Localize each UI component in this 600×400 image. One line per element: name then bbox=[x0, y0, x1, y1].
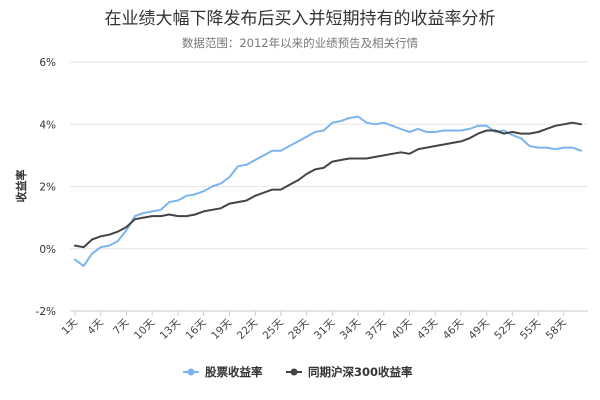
x-tick-label: 13天 bbox=[158, 316, 184, 342]
x-tick-label: 52天 bbox=[492, 316, 518, 342]
grid bbox=[70, 61, 588, 312]
series-line-1[interactable] bbox=[74, 115, 582, 267]
series-lines bbox=[74, 115, 582, 267]
x-tick-label: 22天 bbox=[235, 316, 261, 342]
legend-label: 股票收益率 bbox=[205, 365, 263, 379]
x-tick-label: 1天 bbox=[59, 316, 80, 337]
x-tick-label: 46天 bbox=[441, 316, 467, 342]
x-tick-label: 58天 bbox=[544, 316, 570, 342]
x-tick-label: 43天 bbox=[415, 316, 441, 342]
x-tick-label: 19天 bbox=[209, 316, 235, 342]
series-line-2[interactable] bbox=[74, 121, 582, 249]
x-tick-label: 49天 bbox=[466, 316, 492, 342]
legend-item-1[interactable]: 股票收益率 bbox=[183, 365, 263, 379]
y-tick-label: -2% bbox=[36, 306, 56, 318]
legend[interactable]: 股票收益率 同期沪深300收益率 bbox=[183, 365, 413, 379]
y-axis-label: 收益率 bbox=[14, 170, 28, 203]
x-tick-label: 55天 bbox=[518, 316, 544, 342]
legend-marker bbox=[290, 368, 298, 376]
legend-label: 同期沪深300收益率 bbox=[308, 365, 413, 379]
x-tick-label: 28天 bbox=[286, 316, 312, 342]
legend-item-2[interactable]: 同期沪深300收益率 bbox=[286, 365, 413, 379]
x-tick-label: 7天 bbox=[111, 316, 132, 337]
x-tick-label: 25天 bbox=[261, 316, 287, 342]
axes: -2% 0% 2% 4% 6% 1天 4天 7天 10天 13天 16天 19天 22天 25天 28天 31… bbox=[36, 57, 588, 342]
x-tick-label: 34天 bbox=[338, 316, 364, 342]
x-tick-label: 16天 bbox=[183, 316, 209, 342]
chart-subtitle: 数据范围：2012年以来的业绩预告及相关行情 bbox=[182, 36, 419, 50]
y-tick-label: 4% bbox=[39, 119, 56, 131]
x-tick-label: 4天 bbox=[85, 316, 106, 337]
legend-marker bbox=[187, 368, 195, 376]
x-tick-label: 40天 bbox=[389, 316, 415, 342]
x-tick-label: 37天 bbox=[363, 316, 389, 342]
y-tick-label: 2% bbox=[39, 182, 56, 194]
y-tick-label: 0% bbox=[39, 244, 56, 256]
chart-title: 在业绩大幅下降发布后买入并短期持有的收益率分析 bbox=[105, 9, 496, 29]
x-tick-label: 31天 bbox=[312, 316, 338, 342]
x-tick-label: 10天 bbox=[132, 316, 158, 342]
y-tick-label: 6% bbox=[39, 57, 56, 69]
